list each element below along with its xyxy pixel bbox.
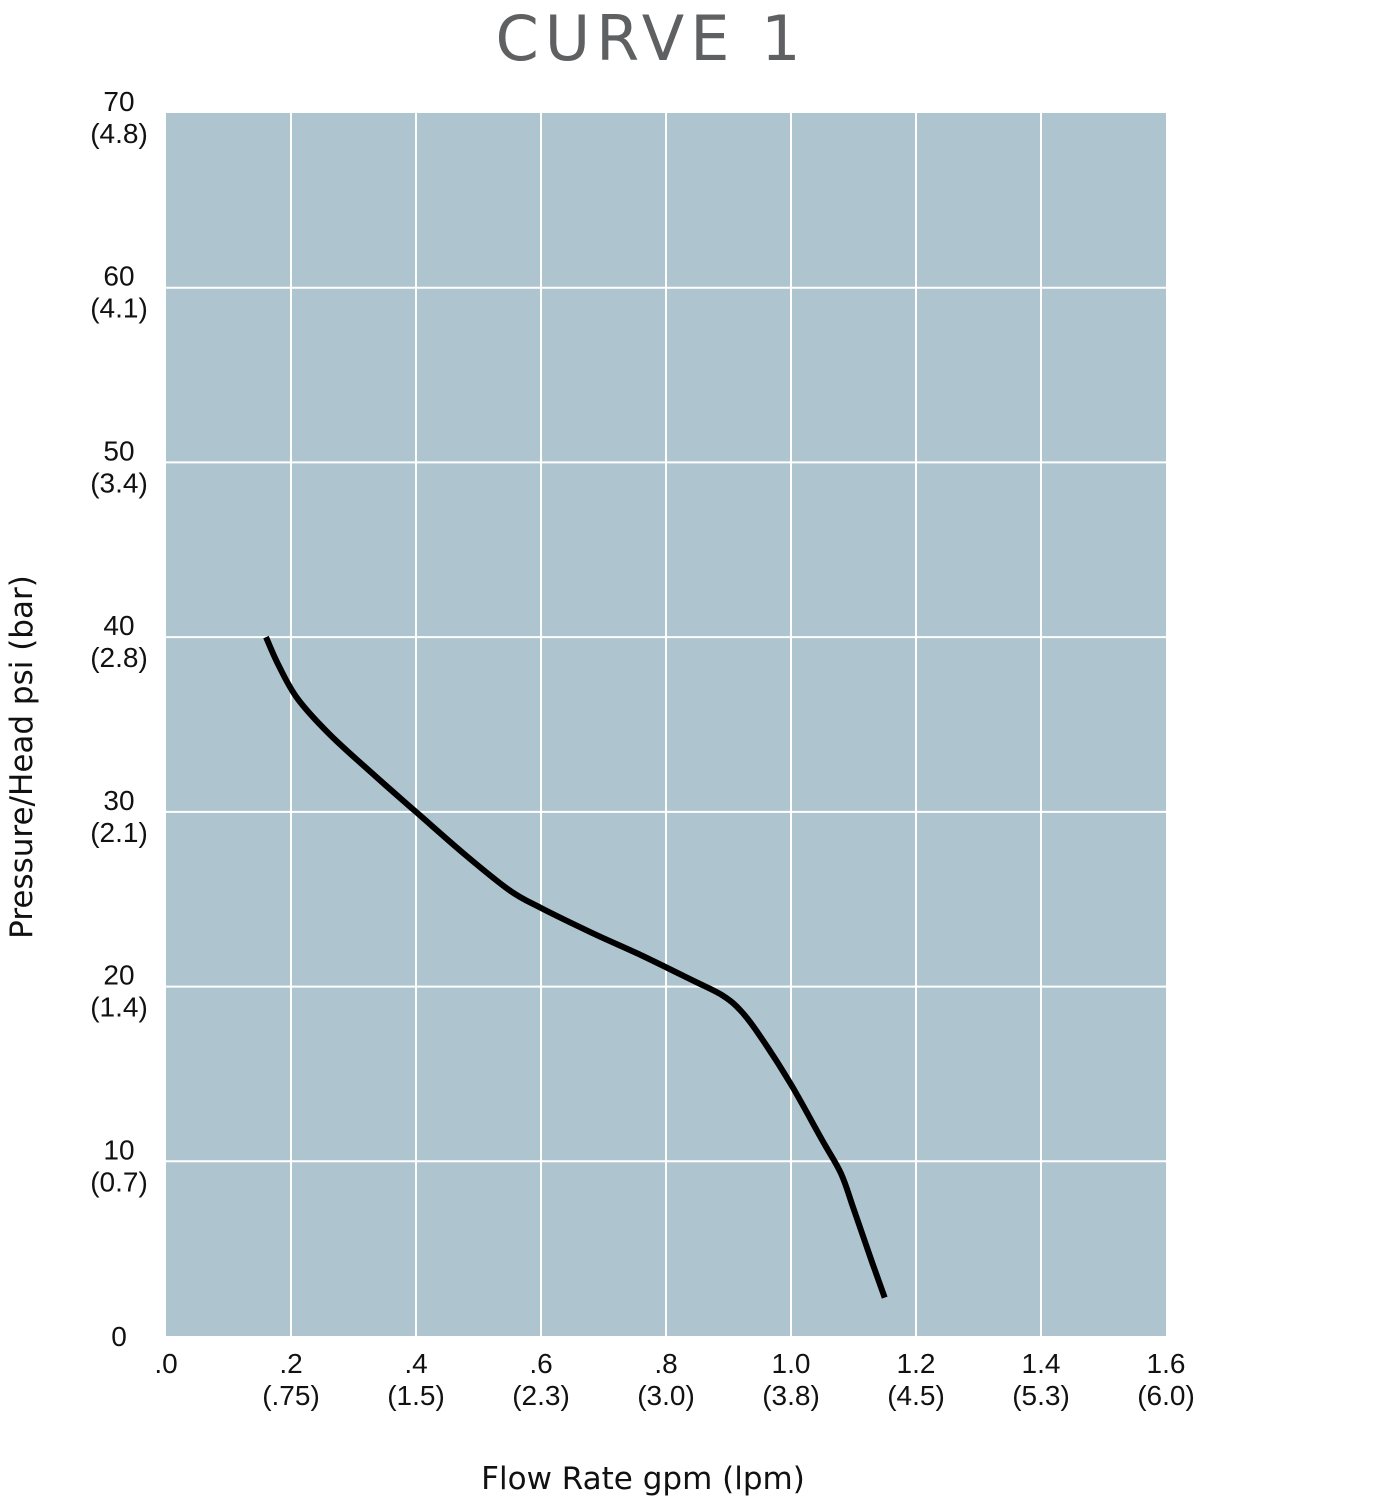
chart-title: CURVE 1: [495, 2, 806, 75]
x-tick-label: 1.6: [1147, 1348, 1186, 1379]
x-tick-sublabel: (.75): [262, 1380, 320, 1411]
grid-lines: [166, 113, 1166, 1336]
y-tick-label: 10: [103, 1134, 134, 1165]
y-tick-sublabel: (1.4): [90, 992, 148, 1023]
x-tick-label: .2: [279, 1348, 302, 1379]
x-tick-sublabel: (2.3): [512, 1380, 570, 1411]
x-axis-title: Flow Rate gpm (lpm): [481, 1461, 805, 1497]
y-tick-sublabel: (4.1): [90, 293, 148, 324]
x-tick-label: 1.2: [897, 1348, 936, 1379]
y-tick-sublabel: (2.8): [90, 642, 148, 673]
x-tick-label: .4: [404, 1348, 427, 1379]
y-tick-sublabel: (3.4): [90, 467, 148, 498]
y-tick-label: 70: [103, 86, 134, 117]
x-tick-label: 1.4: [1022, 1348, 1061, 1379]
x-tick-label: .6: [529, 1348, 552, 1379]
x-tick-sublabel: (3.8): [762, 1380, 820, 1411]
y-tick-sublabel: (0.7): [90, 1166, 148, 1197]
y-tick-sublabel: (4.8): [90, 118, 148, 149]
y-tick-label: 0: [111, 1321, 127, 1352]
curve-layer: [263, 635, 888, 1299]
x-axis-ticks: .0 .2(.75) .4(1.5) .6(2.3) .8(3.0) 1.0(3.8) 1.…: [154, 1348, 1194, 1411]
y-axis-ticks: 010(0.7)20(1.4)30(2.1)40(2.8)50(3.4)60(4…: [90, 86, 148, 1352]
y-tick-label: 40: [103, 610, 134, 641]
y-tick-label: 20: [103, 960, 134, 991]
y-tick-label: 50: [103, 435, 134, 466]
x-tick-label: .8: [654, 1348, 677, 1379]
x-tick-sublabel: (4.5): [887, 1380, 945, 1411]
x-tick-label: 1.0: [772, 1348, 811, 1379]
x-tick-sublabel: (5.3): [1012, 1380, 1070, 1411]
y-axis-title: Pressure/Head psi (bar): [4, 575, 40, 939]
y-tick-label: 60: [103, 261, 134, 292]
x-tick-sublabel: (1.5): [387, 1380, 445, 1411]
y-tick-label: 30: [103, 785, 134, 816]
y-tick-sublabel: (2.1): [90, 817, 148, 848]
pump-curve-line: [263, 635, 888, 1299]
x-tick-label: .0: [154, 1348, 177, 1379]
x-tick-sublabel: (3.0): [637, 1380, 695, 1411]
x-tick-sublabel: (6.0): [1137, 1380, 1195, 1411]
